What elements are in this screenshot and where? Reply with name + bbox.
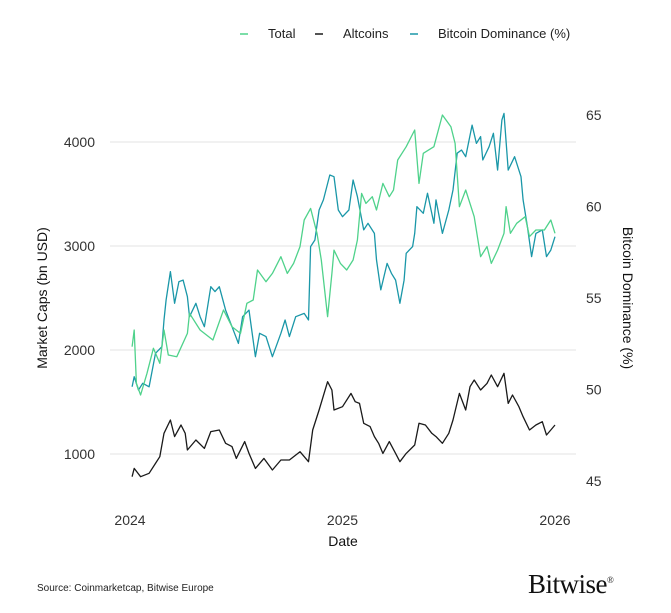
x-tick-label: 2025 <box>327 512 358 528</box>
legend-label: Altcoins <box>343 26 389 41</box>
left-tick-label: 2000 <box>64 342 95 358</box>
left-tick-label: 3000 <box>64 238 95 254</box>
left-axis-ticks: 1000 2000 3000 4000 <box>64 134 95 462</box>
left-axis-label: Market Caps (bn USD) <box>34 227 50 369</box>
x-tick-label: 2026 <box>539 512 570 528</box>
x-axis-label: Date <box>328 533 358 549</box>
series-lines <box>131 112 556 478</box>
series-line-bitcoin-dominance <box>131 112 556 391</box>
x-tick-label: 2024 <box>114 512 145 528</box>
left-tick-label: 4000 <box>64 134 95 150</box>
legend-label: Bitcoin Dominance (%) <box>438 26 570 41</box>
right-tick-label: 50 <box>586 382 602 398</box>
bitwise-logo: Bitwise® <box>528 569 614 600</box>
legend-label: Total <box>268 26 296 41</box>
logo-text: Bitwise <box>528 569 608 599</box>
right-tick-label: 65 <box>586 107 602 123</box>
right-tick-label: 55 <box>586 290 602 306</box>
series-line-altcoins <box>131 372 556 478</box>
source-note: Source: Coinmarketcap, Bitwise Europe <box>37 583 214 594</box>
right-axis-label: Bitcoin Dominance (%) <box>620 227 636 369</box>
right-tick-label: 60 <box>586 199 602 215</box>
registered-mark: ® <box>607 575 614 585</box>
series-line-total <box>131 114 556 396</box>
left-tick-label: 1000 <box>64 446 95 462</box>
legend: Total Altcoins Bitcoin Dominance (%) <box>240 26 570 41</box>
right-axis-ticks: 45 50 55 60 65 <box>586 107 602 489</box>
gridlines <box>110 141 576 455</box>
right-tick-label: 45 <box>586 473 602 489</box>
x-axis-ticks: 2024 2025 2026 <box>114 512 570 528</box>
